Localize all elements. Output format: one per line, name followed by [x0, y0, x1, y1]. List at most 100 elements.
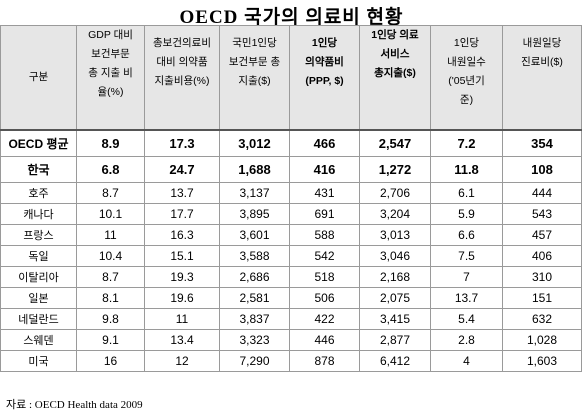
- row-label: 이탈리아: [0, 266, 77, 288]
- header-line: 총지출($): [374, 67, 416, 79]
- table-cell: 7.2: [430, 129, 503, 157]
- table-cell: 11: [144, 308, 220, 330]
- table-cell: 19.3: [144, 266, 220, 288]
- table-cell: 16.3: [144, 224, 220, 246]
- header-line: 지출비용(%): [154, 75, 210, 87]
- header-line: GDP 대비: [88, 29, 133, 41]
- table-cell: 6.1: [430, 182, 503, 204]
- row-label: 호주: [0, 182, 77, 204]
- table-cell: 878: [289, 350, 360, 372]
- header-line: 총보건의료비: [153, 37, 211, 49]
- table-cell: 354: [502, 129, 582, 157]
- table-cell: 17.7: [144, 203, 220, 225]
- header-line: 의약품비: [305, 56, 344, 68]
- header-per-capita-total: 국민1인당 보건부문 총 지출($): [219, 25, 290, 131]
- table-cell: 8.7: [76, 182, 145, 204]
- row-label: 스웨덴: [0, 329, 77, 351]
- table-cell: 10.4: [76, 245, 145, 267]
- table-cell: 446: [289, 329, 360, 351]
- header-line: 서비스: [380, 48, 410, 60]
- table-cell: 13.7: [430, 287, 503, 309]
- table-cell: 3,588: [219, 245, 290, 267]
- row-label: 프랑스: [0, 224, 77, 246]
- table-cell: 17.3: [144, 129, 220, 157]
- table-cell: 8.1: [76, 287, 145, 309]
- table-cell: 4: [430, 350, 503, 372]
- table-row: 캐나다 10.1 17.7 3,895 691 3,204 5.9 543: [0, 203, 582, 225]
- header-line: 준): [459, 94, 474, 106]
- header-line: 대비 의약품: [156, 56, 208, 68]
- table-cell: 543: [502, 203, 582, 225]
- table-cell: 406: [502, 245, 582, 267]
- table-cell: 7,290: [219, 350, 290, 372]
- table-cell: 19.6: [144, 287, 220, 309]
- table-cell: 3,601: [219, 224, 290, 246]
- table-cell: 2,686: [219, 266, 290, 288]
- table-cell: 422: [289, 308, 360, 330]
- header-line: (PPP, $): [305, 75, 344, 87]
- table-cell: 2,547: [359, 129, 431, 157]
- table-title: OECD 국가의 의료비 현황: [179, 7, 404, 28]
- table-cell: 3,046: [359, 245, 431, 267]
- header-line: 보건부문: [91, 48, 130, 60]
- table-cell: 466: [289, 129, 360, 157]
- table-cell: 431: [289, 182, 360, 204]
- table-cell: 12: [144, 350, 220, 372]
- header-drug-ratio: 총보건의료비 대비 의약품 지출비용(%): [144, 25, 220, 131]
- table-cell: 632: [502, 308, 582, 330]
- row-label: 미국: [0, 350, 77, 372]
- table-cell: 3,415: [359, 308, 431, 330]
- row-label: OECD 평균: [0, 129, 77, 157]
- table-row: 프랑스 11 16.3 3,601 588 3,013 6.6 457: [0, 224, 582, 246]
- header-line: 구분: [28, 71, 49, 83]
- header-category: 구분: [0, 25, 77, 131]
- table-cell: 108: [502, 156, 582, 183]
- table-cell: 3,895: [219, 203, 290, 225]
- table-cell: 2,581: [219, 287, 290, 309]
- table-row: 독일 10.4 15.1 3,588 542 3,046 7.5 406: [0, 245, 582, 267]
- table-row: OECD 평균 8.9 17.3 3,012 466 2,547 7.2 354: [0, 129, 582, 157]
- table-cell: 9.1: [76, 329, 145, 351]
- row-label: 한국: [0, 156, 77, 183]
- table-cell: 13.7: [144, 182, 220, 204]
- table-cell: 506: [289, 287, 360, 309]
- header-line: 1인당: [453, 37, 480, 49]
- header-line: 1인당: [311, 37, 338, 49]
- header-per-capita-service: 1인당 의료 서비스 총지출($): [359, 25, 431, 131]
- table-body: OECD 평균 8.9 17.3 3,012 466 2,547 7.2 354 한국 6.8 24…: [0, 129, 582, 372]
- table-cell: 1,603: [502, 350, 582, 372]
- table-cell: 8.9: [76, 129, 145, 157]
- table-cell: 5.4: [430, 308, 503, 330]
- header-gdp-ratio: GDP 대비 보건부문 총 지출 비 율(%): [76, 25, 145, 131]
- header-row: 구분 GDP 대비 보건부문 총 지출 비 율(%) 총보건의료비 대비 의약품…: [0, 25, 582, 131]
- table-cell: 310: [502, 266, 582, 288]
- table-row: 스웨덴 9.1 13.4 3,323 446 2,877 2.8 1,028: [0, 329, 582, 351]
- table-cell: 3,204: [359, 203, 431, 225]
- table-cell: 542: [289, 245, 360, 267]
- table-cell: 2,168: [359, 266, 431, 288]
- header-line: 보건부문 총: [228, 56, 281, 68]
- table-cell: 1,272: [359, 156, 431, 183]
- table-row: 한국 6.8 24.7 1,688 416 1,272 11.8 108: [0, 156, 582, 183]
- row-label: 캐나다: [0, 203, 77, 225]
- table-cell: 416: [289, 156, 360, 183]
- row-label: 네덜란드: [0, 308, 77, 330]
- table-cell: 3,013: [359, 224, 431, 246]
- table-cell: 24.7: [144, 156, 220, 183]
- row-label: 독일: [0, 245, 77, 267]
- table-cell: 2,075: [359, 287, 431, 309]
- table-cell: 2.8: [430, 329, 503, 351]
- table-cell: 7.5: [430, 245, 503, 267]
- table-cell: 1,028: [502, 329, 582, 351]
- header-line: 총 지출 비: [88, 67, 133, 79]
- table-row: 네덜란드 9.8 11 3,837 422 3,415 5.4 632: [0, 308, 582, 330]
- table-cell: 11.8: [430, 156, 503, 183]
- table-cell: 457: [502, 224, 582, 246]
- table-cell: 6.8: [76, 156, 145, 183]
- table-cell: 10.1: [76, 203, 145, 225]
- table-cell: 588: [289, 224, 360, 246]
- header-per-capita-drug: 1인당 의약품비 (PPP, $): [289, 25, 360, 131]
- table-cell: 7: [430, 266, 503, 288]
- table-cell: 3,137: [219, 182, 290, 204]
- header-line: 1인당 의료: [371, 29, 419, 41]
